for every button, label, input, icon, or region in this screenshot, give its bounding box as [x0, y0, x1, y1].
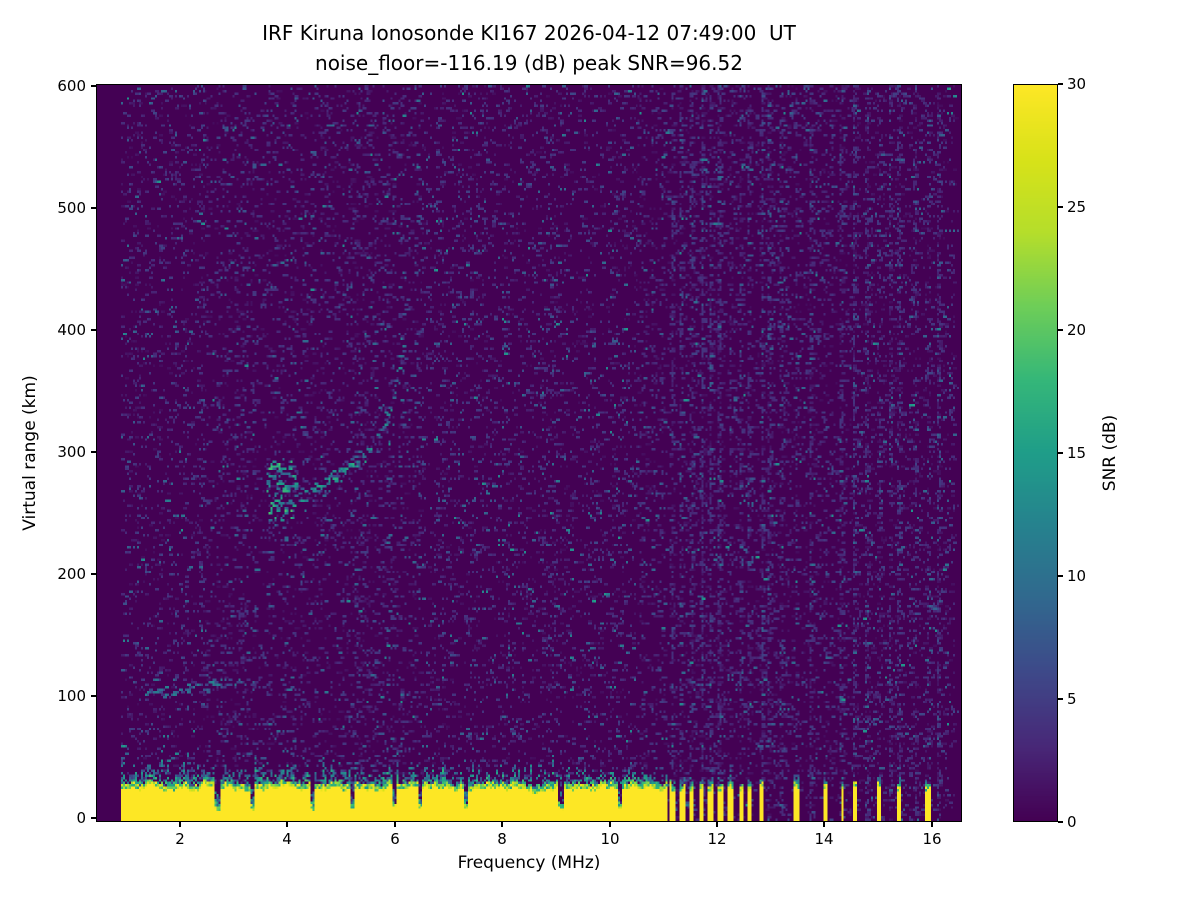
y-tick-mark	[91, 695, 96, 697]
y-tick-label: 100	[57, 687, 86, 705]
colorbar-tick-mark	[1058, 575, 1063, 577]
x-tick-mark	[823, 822, 825, 827]
colorbar-tick-mark	[1058, 821, 1063, 823]
x-axis-label: Frequency (MHz)	[457, 853, 601, 873]
x-tick-label: 2	[175, 830, 185, 848]
y-tick-mark	[91, 573, 96, 575]
colorbar-tick-mark	[1058, 329, 1063, 331]
colorbar-tick-label: 0	[1067, 813, 1077, 831]
x-tick-mark	[609, 822, 611, 827]
y-tick-label: 200	[57, 565, 86, 583]
colorbar-gradient	[1014, 85, 1057, 821]
x-tick-label: 10	[600, 830, 620, 848]
colorbar-tick-label: 25	[1067, 198, 1087, 216]
x-tick-mark	[931, 822, 933, 827]
colorbar-tick-mark	[1058, 698, 1063, 700]
colorbar-tick-mark	[1058, 452, 1063, 454]
colorbar-label: SNR (dB)	[1100, 414, 1120, 492]
y-tick-mark	[91, 207, 96, 209]
x-tick-mark	[286, 822, 288, 827]
chart-subtitle: noise_floor=-116.19 (dB) peak SNR=96.52	[315, 51, 743, 75]
y-tick-mark	[91, 817, 96, 819]
y-tick-mark	[91, 329, 96, 331]
x-tick-label: 6	[390, 830, 400, 848]
x-tick-mark	[179, 822, 181, 827]
colorbar-tick-label: 10	[1067, 567, 1087, 585]
y-tick-label: 500	[57, 199, 86, 217]
x-tick-label: 16	[922, 830, 942, 848]
x-tick-label: 8	[497, 830, 507, 848]
y-tick-mark	[91, 451, 96, 453]
colorbar-tick-label: 20	[1067, 321, 1087, 339]
x-tick-label: 14	[814, 830, 834, 848]
ionogram-heatmap	[97, 85, 961, 821]
colorbar-tick-mark	[1058, 206, 1063, 208]
colorbar	[1013, 84, 1058, 822]
y-tick-label: 0	[76, 809, 86, 827]
plot-area	[96, 84, 962, 822]
y-tick-label: 600	[57, 77, 86, 95]
x-tick-mark	[394, 822, 396, 827]
x-tick-label: 4	[282, 830, 292, 848]
x-tick-mark	[501, 822, 503, 827]
colorbar-tick-label: 15	[1067, 444, 1087, 462]
colorbar-tick-label: 5	[1067, 690, 1077, 708]
y-tick-label: 300	[57, 443, 86, 461]
chart-title: IRF Kiruna Ionosonde KI167 2026-04-12 07…	[262, 21, 796, 45]
colorbar-tick-mark	[1058, 83, 1063, 85]
y-tick-mark	[91, 85, 96, 87]
y-tick-label: 400	[57, 321, 86, 339]
x-tick-mark	[716, 822, 718, 827]
colorbar-tick-label: 30	[1067, 75, 1087, 93]
x-tick-label: 12	[707, 830, 727, 848]
